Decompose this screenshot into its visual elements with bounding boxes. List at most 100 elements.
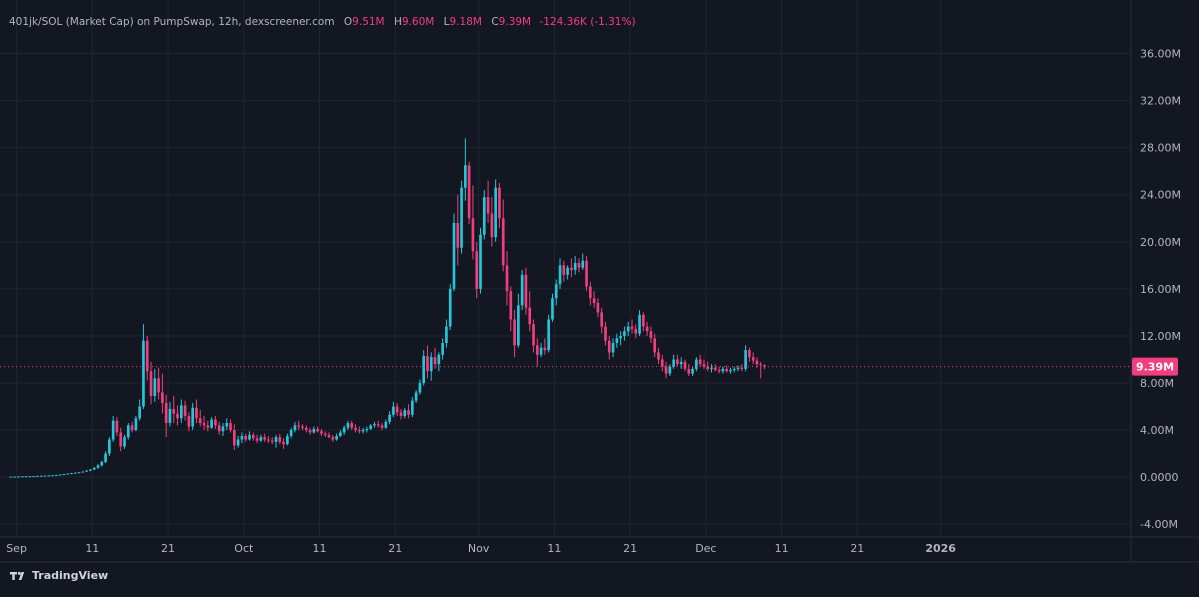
candle-down xyxy=(304,427,308,431)
candle-up xyxy=(460,187,463,248)
candle-up xyxy=(73,472,77,474)
candle-up xyxy=(36,475,39,477)
candle-up xyxy=(20,476,24,478)
candle-down xyxy=(229,423,232,431)
candle-up xyxy=(611,343,615,353)
candle-up xyxy=(248,434,251,440)
candle-up xyxy=(138,406,141,419)
candle-up xyxy=(274,437,278,442)
candle-down xyxy=(725,368,728,372)
candle-up xyxy=(77,472,81,474)
candle-up xyxy=(210,419,213,428)
candle-up xyxy=(539,347,543,355)
candle-up xyxy=(259,437,263,441)
candle-down xyxy=(751,357,755,361)
candle-up xyxy=(142,340,145,407)
y-tick-label: 24.00M xyxy=(1140,189,1181,202)
candle-down xyxy=(255,438,259,441)
last-price-badge xyxy=(1132,357,1178,376)
candle-up xyxy=(448,288,452,327)
x-tick-label: 2026 xyxy=(925,542,956,555)
candle-up xyxy=(388,414,391,422)
low-label: L xyxy=(443,16,450,28)
candle-down xyxy=(604,326,607,341)
chart-legend: 401jk/SOL (Market Cap) on PumpSwap, 12h,… xyxy=(9,16,636,28)
candle-up xyxy=(191,407,195,427)
candle-down xyxy=(433,357,437,365)
candle-down xyxy=(350,423,354,428)
candle-up xyxy=(100,461,104,466)
candles-layer[interactable] xyxy=(9,138,766,478)
candle-down xyxy=(600,312,604,327)
x-tick-label: 21 xyxy=(388,542,402,555)
high-value: 9.60M xyxy=(401,16,435,28)
candle-down xyxy=(528,307,532,325)
candle-down xyxy=(759,364,763,366)
candle-up xyxy=(286,435,289,445)
candle-down xyxy=(509,291,513,320)
candle-up xyxy=(361,430,365,432)
close-value: 9.39M xyxy=(498,16,532,28)
candle-down xyxy=(214,419,217,426)
candle-down xyxy=(115,420,119,433)
candle-up xyxy=(437,354,441,365)
candle-up xyxy=(126,425,130,438)
candle-up xyxy=(225,423,229,427)
time-axis[interactable]: Sep 11 21 Oct 11 21 Nov 11 21 Dec 11 21 2026 xyxy=(0,536,1199,563)
candle-down xyxy=(456,222,460,248)
candle-down xyxy=(198,418,202,424)
candle-up xyxy=(104,453,107,462)
candle-down xyxy=(589,286,592,299)
symbol-title: 401jk/SOL (Market Cap) on PumpSwap, 12h,… xyxy=(9,16,335,28)
candle-up xyxy=(623,331,626,336)
candle-up xyxy=(153,378,157,396)
x-tick-label: Dec xyxy=(695,542,716,555)
candle-up xyxy=(554,284,558,299)
candle-down xyxy=(183,405,187,416)
x-tick-label: 21 xyxy=(623,542,637,555)
candle-down xyxy=(206,425,210,428)
candle-down xyxy=(535,345,539,355)
candle-down xyxy=(592,298,596,304)
candle-down xyxy=(490,213,494,238)
candle-down xyxy=(399,412,403,416)
x-tick-label: 21 xyxy=(161,542,175,555)
candle-up xyxy=(482,197,486,235)
candle-up xyxy=(24,476,28,478)
price-axis[interactable]: -4.00M 0.0000 4.00M 8.00M 12.00M 16.00M 20.00M… xyxy=(1130,0,1181,562)
candle-down xyxy=(634,328,638,334)
candle-up xyxy=(392,406,395,415)
candle-down xyxy=(596,303,600,313)
candle-down xyxy=(740,367,744,369)
x-tick-label: 21 xyxy=(850,542,864,555)
candle-down xyxy=(301,426,304,428)
y-tick-label: 4.00M xyxy=(1140,424,1174,437)
candle-down xyxy=(172,408,176,414)
tradingview-brand[interactable]: TradingView xyxy=(10,569,108,582)
candle-down xyxy=(357,430,361,432)
candle-down xyxy=(251,434,255,439)
candle-up xyxy=(558,265,562,285)
candle-down xyxy=(145,340,149,372)
candle-up xyxy=(581,260,585,268)
candle-down xyxy=(607,340,611,353)
candle-up xyxy=(89,469,92,471)
candle-up xyxy=(236,439,240,446)
candle-up xyxy=(494,187,497,238)
candle-down xyxy=(278,437,282,442)
candle-up xyxy=(111,420,115,440)
candle-down xyxy=(187,415,191,427)
candle-down xyxy=(505,265,509,292)
candle-down xyxy=(683,361,687,369)
candle-up xyxy=(403,410,407,416)
candle-down xyxy=(713,367,717,371)
candle-up xyxy=(566,267,569,275)
candle-down xyxy=(195,407,198,419)
candle-up xyxy=(418,383,422,393)
candle-down xyxy=(376,424,380,426)
candle-up xyxy=(369,425,372,429)
candle-up xyxy=(92,467,96,470)
candle-down xyxy=(157,378,160,393)
